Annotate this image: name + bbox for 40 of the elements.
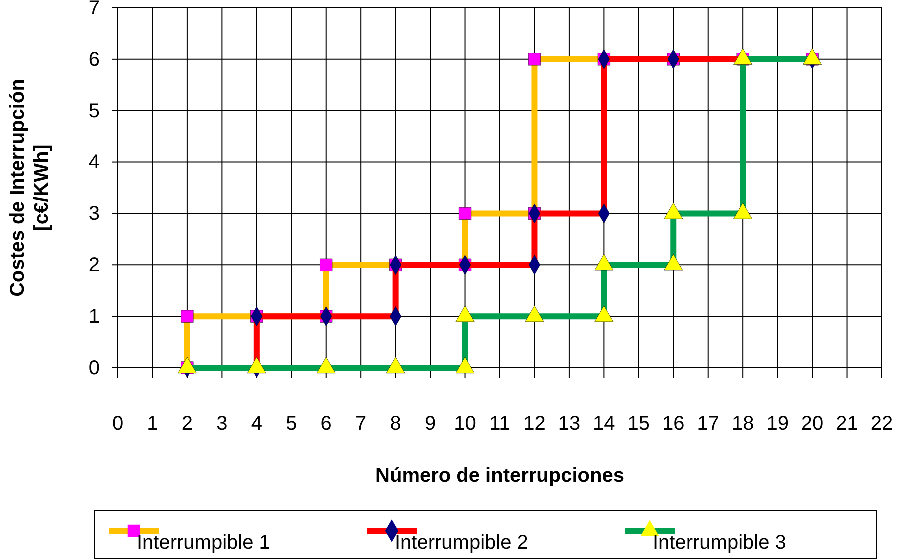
legend-label: Interrumpible 3 [653, 532, 786, 554]
x-tick-label: 19 [766, 413, 789, 436]
legend-label: Interrumpible 1 [137, 532, 270, 554]
y-tick-label: 1 [88, 306, 100, 328]
y-tick-label: 3 [88, 203, 100, 226]
x-tick-label: 21 [836, 413, 858, 436]
x-tick-label: 11 [490, 413, 510, 436]
x-tick-label: 16 [662, 413, 685, 436]
x-tick-label: 7 [356, 413, 367, 436]
point [320, 258, 333, 272]
y-tick-label: 2 [88, 254, 100, 277]
x-tick-label: 18 [732, 413, 754, 436]
x-tick-label: 20 [801, 413, 824, 436]
y-tick-label: 6 [88, 48, 100, 71]
point [181, 310, 194, 323]
y-axis-title: Costes de Interrupción [c€/KWh] [7, 79, 53, 297]
x-tick-label: 12 [524, 413, 546, 436]
x-tick-label: 0 [112, 413, 124, 436]
x-tick-label: 1 [147, 413, 158, 436]
legend-label: Interrumpible 2 [395, 532, 528, 554]
x-tick-label: 2 [182, 413, 194, 436]
y-tick-label: 5 [88, 100, 100, 122]
point [459, 207, 472, 220]
x-tick-label: 5 [286, 413, 298, 436]
x-tick-label: 15 [628, 413, 650, 436]
x-tick-label: 10 [454, 413, 476, 436]
x-tick-label: 13 [558, 413, 581, 436]
x-axis-title: Número de interrupciones [376, 465, 624, 487]
y-tick-label: 7 [88, 0, 100, 20]
x-tick-label: 14 [593, 413, 616, 436]
x-tick-label: 9 [424, 413, 436, 436]
x-tick-label: 4 [251, 413, 262, 436]
x-tick-label: 17 [697, 413, 720, 436]
x-tick-label: 8 [390, 413, 402, 436]
point [528, 53, 541, 66]
x-tick-label: 6 [320, 413, 332, 436]
y-tick-label: 4 [88, 152, 100, 174]
y-tick-label: 0 [88, 357, 100, 380]
x-tick-label: 22 [870, 413, 894, 436]
x-tick-label: 3 [216, 413, 228, 436]
